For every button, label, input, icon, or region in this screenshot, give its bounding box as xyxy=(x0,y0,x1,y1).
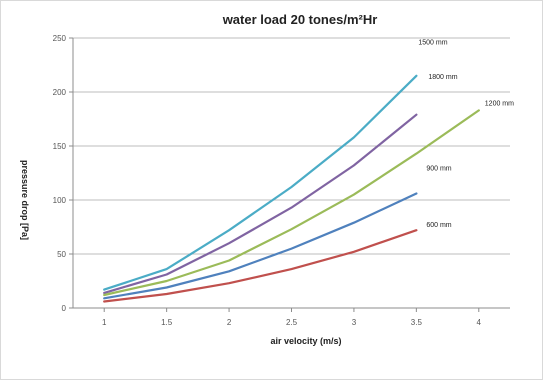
y-tick-label: 50 xyxy=(57,250,66,259)
y-tick-label: 100 xyxy=(53,196,67,205)
x-tick-label: 1.5 xyxy=(161,318,173,327)
series-label: 900 mm xyxy=(426,166,451,173)
series-lines xyxy=(103,74,480,303)
y-tick-label: 0 xyxy=(62,304,67,313)
series-label: 1500 mm xyxy=(418,40,447,47)
y-tick-label: 250 xyxy=(53,34,67,43)
series-line-900-mm xyxy=(103,192,418,300)
y-tick-label: 200 xyxy=(53,88,67,97)
series-line-600-mm xyxy=(103,229,418,303)
series-line-1800-mm xyxy=(103,74,418,291)
chart-title: water load 20 tones/m²Hr xyxy=(222,12,378,27)
series-label: 1800 mm xyxy=(428,74,457,81)
series-line-1500-mm xyxy=(103,113,418,294)
x-tick-label: 3.5 xyxy=(411,318,423,327)
axes xyxy=(69,37,510,312)
x-tick-labels: 1 1.5 2 2.5 3 3.5 4 xyxy=(102,318,482,327)
x-tick-label: 2 xyxy=(227,318,232,327)
series-labels: 1800 mm 1500 mm 1200 mm 900 mm 600 mm xyxy=(418,40,514,230)
series-line-1200-mm xyxy=(103,109,480,297)
series-label: 1200 mm xyxy=(485,100,514,107)
series-label: 600 mm xyxy=(426,222,451,229)
y-axis-label: pressure drop [Pa] xyxy=(20,160,30,240)
y-tick-label: 150 xyxy=(53,142,67,151)
gridlines xyxy=(73,37,510,255)
x-tick-label: 2.5 xyxy=(286,318,298,327)
x-axis-label: air velocity (m/s) xyxy=(270,336,341,346)
y-tick-labels: 0 50 100 150 200 250 xyxy=(53,34,67,313)
x-tick-label: 4 xyxy=(477,318,482,327)
x-tick-label: 1 xyxy=(102,318,107,327)
x-tick-label: 3 xyxy=(352,318,357,327)
